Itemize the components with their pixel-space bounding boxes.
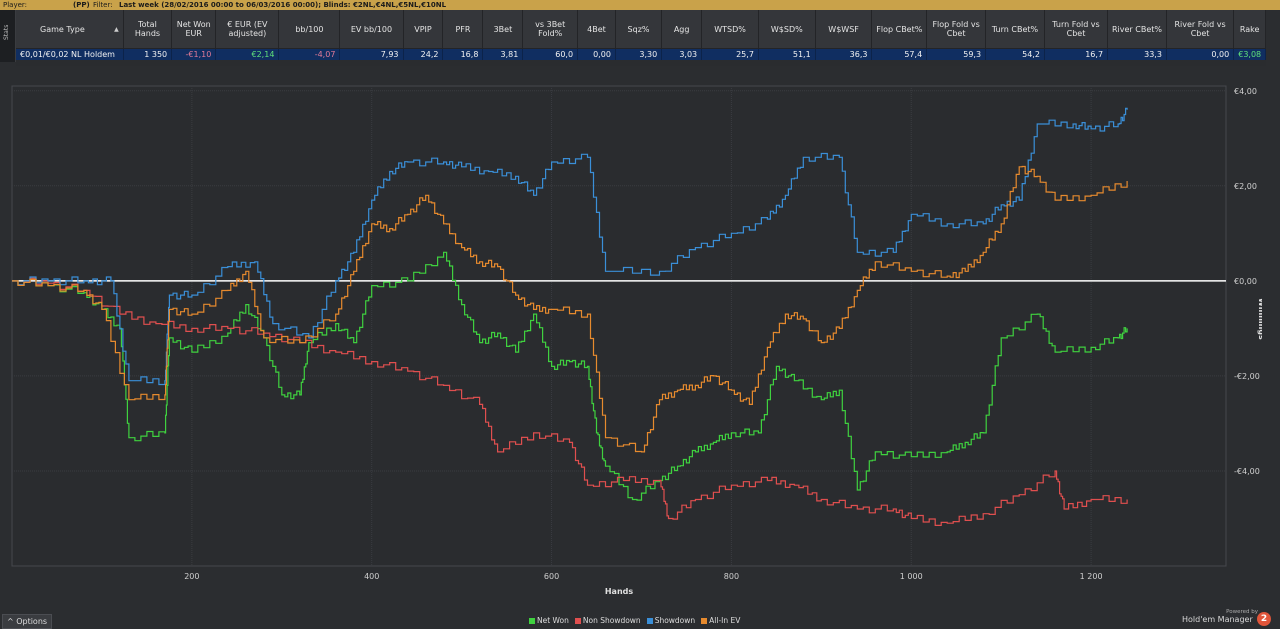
stats-table: Game Type ▲ Total Hands Net Won EUR € EUR (E… bbox=[16, 10, 1266, 60]
y-tick-label: €2,00 bbox=[1234, 182, 1257, 191]
stats-side-tab[interactable]: Stats bbox=[0, 10, 16, 62]
powered-by-label: Powered by bbox=[1226, 609, 1258, 615]
column-header[interactable]: 4Bet bbox=[577, 10, 616, 49]
table-cell: 57,4 bbox=[871, 48, 928, 60]
column-header[interactable]: Agg bbox=[661, 10, 703, 49]
legend-swatch bbox=[574, 618, 581, 624]
player-label: Player: bbox=[3, 1, 28, 9]
plot-area bbox=[11, 85, 1227, 567]
x-tick-label: 600 bbox=[544, 572, 559, 581]
table-cell: 60,0 bbox=[522, 48, 579, 60]
hem-logo-icon: 2 bbox=[1257, 612, 1271, 626]
series-line bbox=[12, 107, 1128, 386]
chart-svg: 200 400 600 800 1 000 1 200 €4,00 €2,00 €0,00 -€2… bbox=[11, 85, 1266, 596]
x-tick-label: 1 200 bbox=[1080, 572, 1103, 581]
table-cell: 54,2 bbox=[985, 48, 1045, 60]
column-header[interactable]: Turn CBet% bbox=[985, 10, 1045, 49]
y-axis-label: Winnings bbox=[1257, 298, 1262, 340]
filter-value[interactable]: Last week (28/02/2016 00:00 to 06/03/201… bbox=[119, 1, 447, 9]
table-cell: -4,07 bbox=[278, 48, 341, 60]
stats-grid: Game Type ▲ Total Hands Net Won EUR € EUR (E… bbox=[16, 10, 1266, 66]
chart-legend: Net Won Non Showdown Showdown All-In EV bbox=[523, 616, 740, 625]
series-line bbox=[12, 251, 1128, 501]
column-header[interactable]: WTSD% bbox=[701, 10, 759, 49]
column-header[interactable]: Total Hands bbox=[123, 10, 173, 49]
column-header[interactable]: W$WSF bbox=[815, 10, 873, 49]
y-tick-label: -€2,00 bbox=[1234, 372, 1260, 381]
table-cell: 1 350 bbox=[123, 48, 173, 60]
brand-label: Hold'em Manager bbox=[1182, 615, 1253, 624]
column-header[interactable]: € EUR (EV adjusted) bbox=[215, 10, 280, 49]
table-cell: 3,81 bbox=[482, 48, 524, 60]
table-cell: 3,30 bbox=[615, 48, 663, 60]
series-line bbox=[12, 277, 1128, 526]
winnings-chart: 200 400 600 800 1 000 1 200 €4,00 €2,00 €0,00 -€2… bbox=[10, 84, 1266, 611]
table-cell: 16,7 bbox=[1044, 48, 1109, 60]
filter-label: Filter: bbox=[93, 1, 113, 9]
bottom-bar bbox=[0, 611, 1280, 629]
table-row[interactable]: €0,01/€0,02 NL Holdem 1 350 -€1,10 €2,14 -4,… bbox=[16, 48, 1266, 60]
table-cell: €2,14 bbox=[215, 48, 280, 60]
x-tick-label: 800 bbox=[724, 572, 739, 581]
column-header[interactable]: 3Bet bbox=[482, 10, 524, 49]
column-header[interactable]: Flop Fold vs Cbet bbox=[926, 10, 987, 49]
column-header[interactable]: Sqz% bbox=[615, 10, 663, 49]
player-value[interactable]: (PP) bbox=[73, 1, 90, 9]
table-header-row: Game Type ▲ Total Hands Net Won EUR € EUR (E… bbox=[16, 10, 1266, 49]
legend-label[interactable]: Net Won bbox=[537, 616, 569, 625]
legend-swatch bbox=[529, 618, 535, 624]
x-tick-label: 1 000 bbox=[900, 572, 923, 581]
series-line bbox=[12, 165, 1128, 453]
table-cell: 36,3 bbox=[815, 48, 873, 60]
table-cell: 0,00 bbox=[577, 48, 616, 60]
table-cell: €0,01/€0,02 NL Holdem bbox=[16, 48, 124, 60]
column-header[interactable]: W$SD% bbox=[758, 10, 816, 49]
legend-label[interactable]: Non Showdown bbox=[582, 616, 641, 625]
column-header[interactable]: Rake bbox=[1233, 10, 1266, 49]
legend-label[interactable]: Showdown bbox=[654, 616, 696, 625]
column-header[interactable]: Turn Fold vs Cbet bbox=[1044, 10, 1109, 49]
column-header[interactable]: PFR bbox=[442, 10, 484, 49]
table-cell: 0,00 bbox=[1166, 48, 1235, 60]
stats-tab-label: Stats bbox=[3, 24, 10, 40]
legend-label[interactable]: All-In EV bbox=[709, 616, 741, 625]
table-cell: -€1,10 bbox=[171, 48, 217, 60]
chevron-up-icon: ^ bbox=[6, 617, 14, 626]
table-cell: 24,2 bbox=[403, 48, 444, 60]
legend-swatch bbox=[701, 618, 708, 624]
table-cell: 7,93 bbox=[339, 48, 404, 60]
table-cell: 59,3 bbox=[926, 48, 987, 60]
table-cell: 25,7 bbox=[701, 48, 759, 60]
options-label: Options bbox=[16, 617, 48, 626]
y-tick-label: -€4,00 bbox=[1234, 467, 1260, 476]
options-button[interactable]: ^ Options bbox=[2, 614, 52, 629]
table-cell: 16,8 bbox=[442, 48, 484, 60]
table-cell: €3,08 bbox=[1233, 48, 1266, 60]
column-header[interactable]: Game Type ▲ bbox=[16, 10, 124, 49]
column-header[interactable]: VPIP bbox=[403, 10, 444, 49]
x-tick-label: 200 bbox=[184, 572, 199, 581]
column-header[interactable]: vs 3Bet Fold% bbox=[522, 10, 579, 49]
column-header[interactable]: Net Won EUR bbox=[171, 10, 217, 49]
column-header[interactable]: EV bb/100 bbox=[339, 10, 404, 49]
column-header[interactable]: River Fold vs Cbet bbox=[1166, 10, 1235, 49]
filter-bar: Player: (PP) Filter: Last week (28/02/20… bbox=[0, 0, 1280, 10]
y-tick-label: €0,00 bbox=[1234, 277, 1257, 286]
table-cell: 3,03 bbox=[661, 48, 703, 60]
x-axis-label: Hands bbox=[605, 587, 634, 596]
column-header[interactable]: bb/100 bbox=[278, 10, 341, 49]
sort-asc-icon: ▲ bbox=[114, 25, 119, 33]
y-tick-label: €4,00 bbox=[1234, 87, 1257, 96]
legend-swatch bbox=[646, 618, 653, 624]
table-cell: 51,1 bbox=[758, 48, 816, 60]
table-cell: 33,3 bbox=[1107, 48, 1167, 60]
column-header[interactable]: Flop CBet% bbox=[871, 10, 928, 49]
column-header[interactable]: River CBet% bbox=[1107, 10, 1167, 49]
x-tick-label: 400 bbox=[364, 572, 379, 581]
